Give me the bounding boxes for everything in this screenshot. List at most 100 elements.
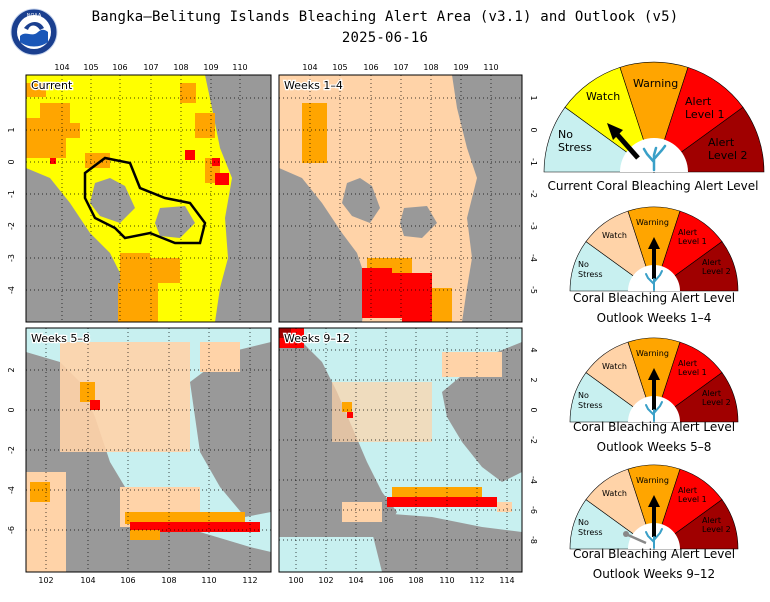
tick-label: 106: [378, 576, 393, 585]
page-title: Bangka–Belitung Islands Bleaching Alert …: [91, 9, 679, 25]
tick-label: 108: [173, 63, 188, 72]
tick-label: 109: [203, 63, 218, 72]
tick-label: -4: [529, 476, 538, 484]
coral-icon: [645, 270, 663, 291]
gauge-caption: Current Coral Bleaching Alert Level: [547, 179, 759, 193]
tick-label: 106: [120, 576, 135, 585]
tick-label: 106: [363, 63, 378, 72]
tick-label: -2: [529, 190, 538, 198]
legend-label: Stress: [578, 270, 603, 279]
coral-icon: [645, 401, 663, 422]
legend-label: No: [558, 128, 573, 141]
legend-label: Warning: [636, 476, 669, 485]
tick-label: 108: [161, 576, 176, 585]
tick-label: 104: [54, 63, 69, 72]
legend-label: Level 1: [678, 237, 707, 246]
legend-label: Watch: [602, 489, 627, 498]
legend-label: Alert: [678, 359, 697, 368]
tick-label: 0: [7, 407, 16, 412]
tick-label: 104: [302, 63, 317, 72]
tick-label: 4: [529, 347, 538, 352]
legend-label: No: [578, 518, 589, 527]
tick-label: 108: [408, 576, 423, 585]
tick-label: 105: [83, 63, 98, 72]
tick-label: -2: [529, 436, 538, 444]
tick-label: -1: [7, 190, 16, 198]
tick-label: -6: [529, 506, 538, 514]
tick-label: 2: [529, 377, 538, 382]
tick-label: 104: [348, 576, 363, 585]
tick-label: -4: [7, 286, 16, 294]
tick-label: -3: [529, 222, 538, 230]
tick-label: -5: [529, 286, 538, 294]
map-weeks-5-8: 2 0 -2 -4 -6 102 104 106 108 110 112: [0, 322, 280, 598]
tick-label: -4: [7, 486, 16, 494]
gauge-weeks-9-12: No Stress Watch Warning Alert Level 1 Al…: [568, 463, 740, 588]
tick-label: -2: [7, 222, 16, 230]
legend-label: Alert: [678, 228, 697, 237]
tick-label: 110: [201, 576, 216, 585]
legend-label: Level 2: [702, 398, 731, 407]
map-label: Weeks 1–4: [284, 79, 343, 92]
legend-label: Watch: [586, 90, 620, 103]
legend-label: Stress: [578, 401, 603, 410]
legend-label: Alert: [685, 95, 712, 108]
tick-label: 112: [242, 576, 257, 585]
legend-label: Level 1: [678, 495, 707, 504]
legend-label: No: [578, 260, 589, 269]
tick-label: -6: [7, 526, 16, 534]
gauge-caption: Coral Bleaching Alert Level: [572, 547, 736, 561]
legend-label: Warning: [636, 218, 669, 227]
legend-label: Watch: [602, 362, 627, 371]
page-date: 2025-06-16: [341, 30, 429, 46]
legend-label: Level 1: [685, 108, 725, 121]
tick-label: 105: [332, 63, 347, 72]
tick-label: -4: [529, 254, 538, 262]
gauge-current: No Stress Watch Warning Alert Level 1 Al…: [543, 60, 765, 200]
legend-label: Stress: [578, 528, 603, 537]
tick-label: 107: [393, 63, 408, 72]
tick-label: 1: [7, 127, 16, 132]
tick-label: 110: [232, 63, 247, 72]
tick-label: 112: [469, 576, 484, 585]
tick-label: 108: [423, 63, 438, 72]
map-label: Current: [31, 79, 73, 92]
legend-label: No: [578, 391, 589, 400]
tick-label: 109: [453, 63, 468, 72]
gauge-caption: Coral Bleaching Alert Level: [572, 291, 736, 305]
tick-label: 102: [318, 576, 333, 585]
tick-label: 100: [288, 576, 303, 585]
tick-label: -8: [529, 536, 538, 544]
legend-label: Alert: [702, 258, 721, 267]
legend-label: Alert: [708, 136, 735, 149]
map-label: Weeks 9–12: [284, 332, 350, 345]
tick-label: 1: [529, 95, 538, 100]
legend-label: Alert: [678, 486, 697, 495]
tick-label: -3: [7, 254, 16, 262]
map-weeks-9-12: 4 2 0 -2 -4 -6 -8 100 102 104 106 108 11…: [272, 322, 540, 598]
tick-label: 0: [529, 127, 538, 132]
tick-label: 104: [80, 576, 95, 585]
legend-label: Level 1: [678, 368, 707, 377]
map-weeks-1-4: 104 105 106 107 108 109 110 1 0 -1 -2 -3…: [272, 58, 540, 328]
legend-label: Level 2: [708, 149, 748, 162]
legend-label: Watch: [602, 231, 627, 240]
gauge-weeks-5-8: No Stress Watch Warning Alert Level 1 Al…: [568, 336, 740, 461]
gauge-caption: Coral Bleaching Alert Level: [572, 420, 736, 434]
legend-label: Alert: [702, 516, 721, 525]
tick-label: 106: [112, 63, 127, 72]
tick-label: 110: [483, 63, 498, 72]
tick-label: -2: [7, 446, 16, 454]
svg-text:NOAA: NOAA: [27, 13, 42, 19]
tick-label: 2: [7, 367, 16, 372]
legend-label: Level 2: [702, 267, 731, 276]
noaa-logo: NOAA: [10, 8, 58, 56]
legend-label: Alert: [702, 389, 721, 398]
gauge-caption: Outlook Weeks 1–4: [596, 311, 712, 325]
tick-label: 107: [143, 63, 158, 72]
tick-label: 114: [499, 576, 514, 585]
legend-label: Stress: [558, 141, 592, 154]
map-label: Weeks 5–8: [31, 332, 90, 345]
tick-label: 102: [38, 576, 53, 585]
coral-icon: [645, 528, 663, 549]
